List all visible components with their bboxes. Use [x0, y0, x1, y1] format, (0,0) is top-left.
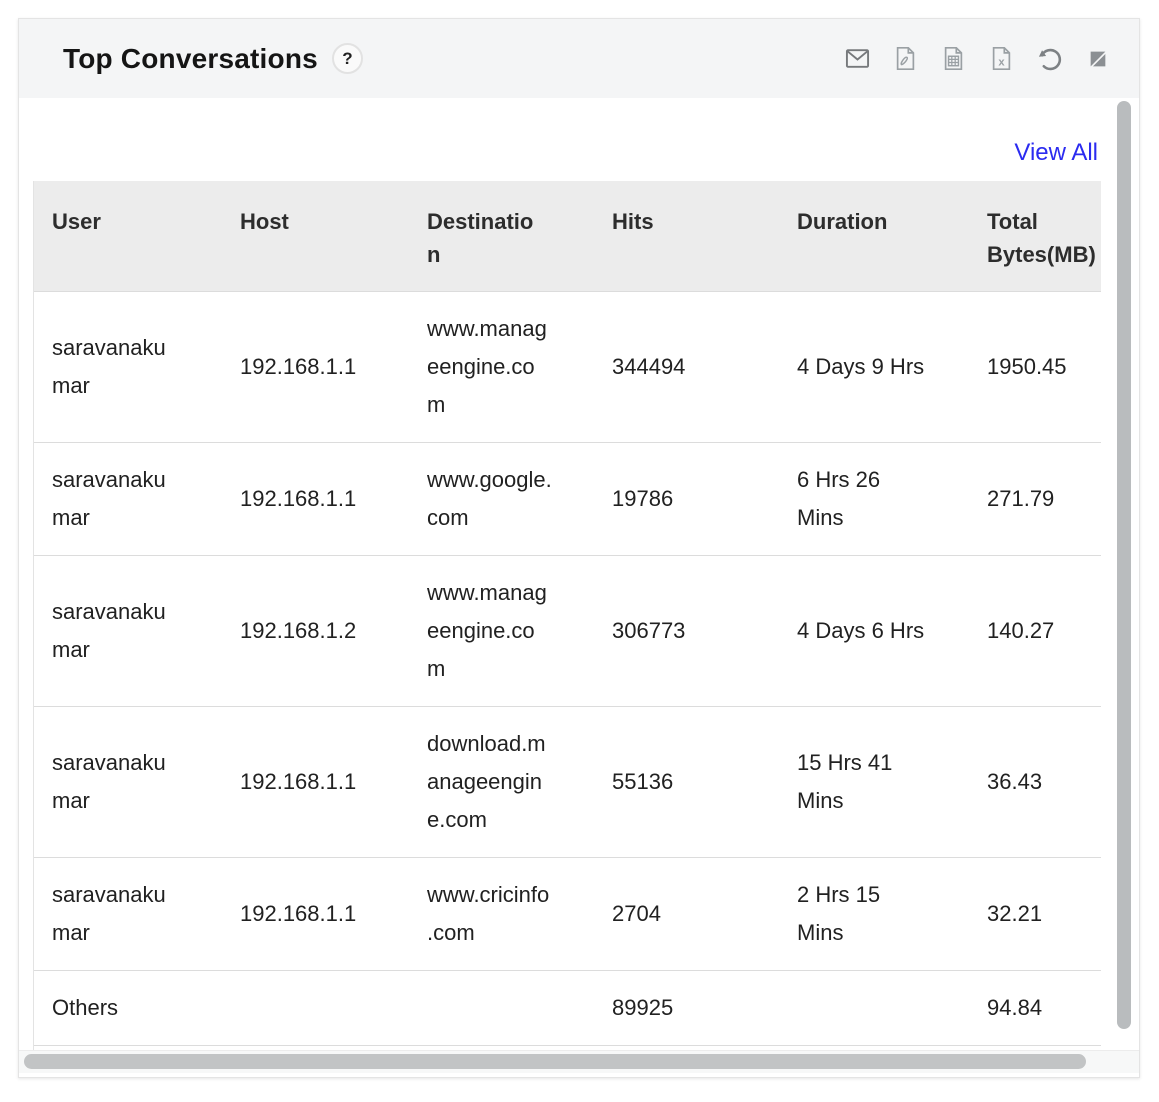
horizontal-scrollbar-thumb[interactable] — [24, 1054, 1086, 1069]
table-cell: 306773 — [594, 555, 779, 707]
table-cell: 271.79 — [969, 442, 1101, 556]
table-cell: 4 Days 6 Hrs — [779, 555, 969, 707]
export-excel-icon: x — [992, 46, 1011, 71]
table-row: saravanakumar 192.168.1.1 download.managee… — [34, 706, 1101, 858]
table-cell: 192.168.1.1 — [222, 442, 409, 556]
table-cell: 192.168.1.1 — [222, 291, 409, 443]
table-cell: 2704 — [594, 857, 779, 971]
view-all-link[interactable]: View All — [1014, 139, 1098, 166]
widget-toolbar: x — [844, 45, 1111, 72]
table-row: saravanakumar 192.168.1.1 www.google.com 19… — [34, 442, 1101, 556]
table-cell: - — [222, 1045, 409, 1053]
email-icon — [845, 49, 870, 68]
column-header: Total Bytes(MB) — [969, 181, 1101, 292]
table-cell: saravanakumar — [34, 706, 222, 858]
column-header: User — [34, 181, 222, 292]
table-row: Total--81881810 Days 17 Hrs2525.99 — [34, 1045, 1101, 1053]
table-cell: saravanakumar — [34, 555, 222, 707]
column-header: Destination — [409, 181, 594, 292]
table-cell: 2525.99 — [969, 1045, 1101, 1053]
conversations-table: User Host Destination Hits Duration Total Byt… — [34, 181, 1101, 1053]
table-cell: 192.168.1.1 — [222, 706, 409, 858]
table-cell: 55136 — [594, 706, 779, 858]
table-cell: 1950.45 — [969, 291, 1101, 443]
table-cell: 4 Days 9 Hrs — [779, 291, 969, 443]
export-pdf-button[interactable] — [892, 45, 919, 72]
table-header-row: User Host Destination Hits Duration Total Byt… — [34, 181, 1101, 292]
svg-text:x: x — [998, 56, 1005, 68]
table-cell: www.cricinfo.com — [409, 857, 594, 971]
conversations-table-container: User Host Destination Hits Duration Total Byt… — [33, 181, 1101, 1053]
email-button[interactable] — [844, 45, 871, 72]
resize-button[interactable] — [1084, 45, 1111, 72]
column-header: Hits — [594, 181, 779, 292]
table-cell: 2 Hrs 15 Mins — [779, 857, 969, 971]
table-cell — [779, 970, 969, 1046]
table-cell: saravanakumar — [34, 857, 222, 971]
table-cell: Others — [34, 970, 222, 1046]
table-cell: 89925 — [594, 970, 779, 1046]
table-row: saravanakumar 192.168.1.2 www.manageengine… — [34, 555, 1101, 707]
widget-header: Top Conversations ? — [19, 19, 1139, 98]
table-cell: 36.43 — [969, 706, 1101, 858]
table-cell: 6 Hrs 26 Mins — [779, 442, 969, 556]
column-header: Duration — [779, 181, 969, 292]
table-cell: saravanakumar — [34, 291, 222, 443]
table-row: Others 89925 94.84 — [34, 970, 1101, 1046]
table-cell: 344494 — [594, 291, 779, 443]
table-cell: 15 Hrs 41 Mins — [779, 706, 969, 858]
page-title: Top Conversations — [63, 42, 318, 74]
table-cell: 94.84 — [969, 970, 1101, 1046]
table-cell: 818818 — [594, 1045, 779, 1053]
help-icon[interactable]: ? — [331, 43, 363, 74]
export-csv-button[interactable] — [940, 45, 967, 72]
table-cell — [409, 970, 594, 1046]
table-cell: 140.27 — [969, 555, 1101, 707]
horizontal-scrollbar-track — [19, 1050, 1139, 1073]
export-csv-icon — [944, 46, 963, 71]
export-excel-button[interactable]: x — [988, 45, 1015, 72]
table-cell: 19786 — [594, 442, 779, 556]
resize-icon — [1090, 51, 1105, 66]
table-cell: www.manageengine.com — [409, 291, 594, 443]
table-cell: download.manageengine.com — [409, 706, 594, 858]
vertical-scrollbar-thumb[interactable] — [1117, 101, 1131, 1029]
table-cell: www.manageengine.com — [409, 555, 594, 707]
table-cell — [222, 970, 409, 1046]
table-cell: www.google.com — [409, 442, 594, 556]
table-cell: 192.168.1.1 — [222, 857, 409, 971]
export-pdf-icon — [896, 46, 915, 71]
table-cell: - — [409, 1045, 594, 1053]
refresh-icon — [1038, 48, 1062, 71]
table-cell: 10 Days 17 Hrs — [779, 1045, 969, 1053]
top-conversations-widget: Top Conversations ? — [18, 18, 1140, 1078]
column-header: Host — [222, 181, 409, 292]
table-row: saravanakumar 192.168.1.1 www.manageengine… — [34, 291, 1101, 443]
table-cell: Total — [34, 1045, 222, 1053]
refresh-button[interactable] — [1036, 45, 1063, 72]
table-cell: 32.21 — [969, 857, 1101, 971]
table-cell: saravanakumar — [34, 442, 222, 556]
table-cell: 192.168.1.2 — [222, 555, 409, 707]
table-row: saravanakumar 192.168.1.1 www.cricinfo.com… — [34, 857, 1101, 971]
